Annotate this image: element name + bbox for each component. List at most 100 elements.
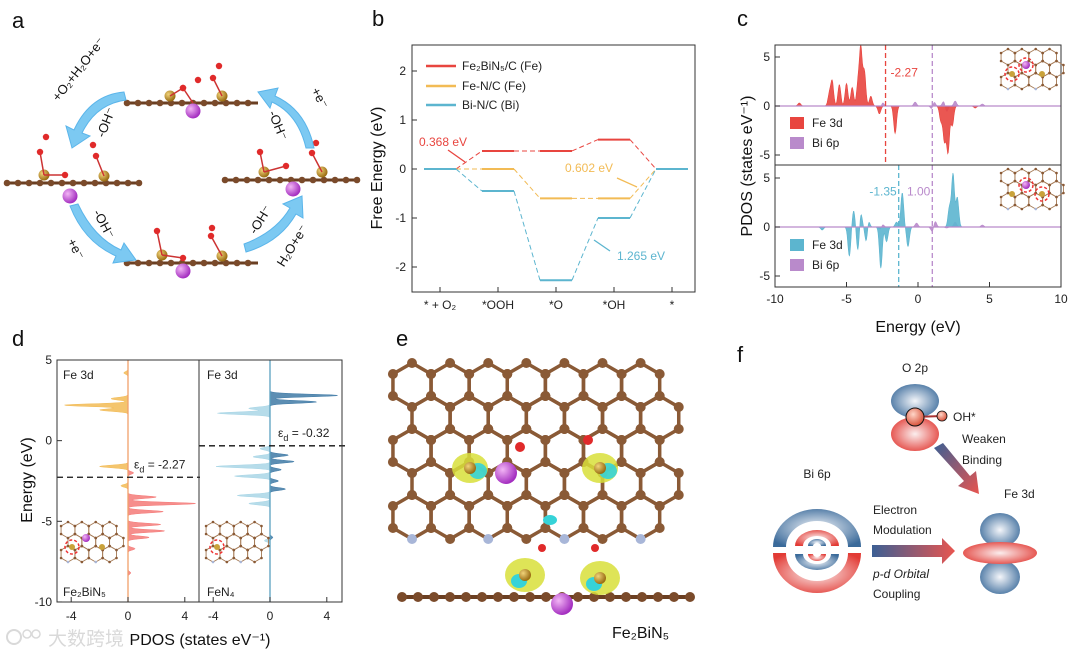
carbon-atom-icon (91, 179, 99, 187)
x-tick-label: * (670, 298, 675, 312)
atom-icon (239, 560, 243, 564)
structure-inset (59, 520, 125, 564)
legend-swatch (790, 117, 804, 129)
atom-icon (654, 369, 665, 379)
atom-icon (73, 548, 77, 552)
atom-icon (407, 490, 417, 500)
atom-icon (597, 424, 608, 434)
connector-line (571, 139, 599, 152)
oxygen-atom-icon (42, 133, 50, 141)
barrier-annotation-orange: 0.602 eV (565, 161, 613, 175)
atom-icon (521, 534, 532, 544)
atom-icon (521, 468, 532, 478)
atom-icon (87, 524, 91, 528)
atom-icon (218, 532, 222, 536)
carbon-atom-icon (211, 99, 219, 107)
carbon-atom-icon (637, 592, 647, 602)
carbon-atom-icon (156, 99, 164, 107)
carbon-atom-icon (211, 259, 219, 267)
atom-icon (673, 402, 684, 412)
atom-icon (108, 544, 111, 548)
atom-icon (616, 457, 627, 467)
coupling-arrow-icon (872, 538, 955, 564)
atom-icon (204, 524, 208, 528)
atom-icon (464, 369, 475, 379)
atom-icon (1041, 83, 1044, 87)
carbon-atom-icon (123, 99, 131, 107)
atom-icon (559, 358, 570, 368)
atom-icon (616, 369, 627, 379)
atom-icon (673, 468, 684, 478)
hexagon-ring (247, 545, 262, 563)
atom-icon (597, 358, 608, 368)
atom-icon (540, 457, 551, 467)
atom-icon (246, 524, 249, 528)
coupling-label: Coupling (873, 587, 920, 601)
atom-icon (1020, 71, 1024, 75)
y-tick-label: 2 (399, 64, 406, 78)
atom-icon (464, 501, 475, 511)
y-tick-label: -10 (35, 595, 53, 609)
atom-icon (1034, 87, 1038, 91)
x-tick-label: 5 (986, 292, 993, 306)
atom-icon (1027, 75, 1031, 79)
atom-icon (108, 520, 111, 524)
atom-icon (80, 560, 84, 564)
legend-label: Fe 3d (812, 238, 843, 252)
catalyst-slab (3, 133, 143, 204)
step-label: -OH⁻ (265, 108, 290, 142)
panel-label-a: a (12, 8, 25, 33)
carbon-atom-icon (47, 179, 55, 187)
atom-icon (218, 548, 222, 552)
cycle-arrow-icon (257, 87, 315, 149)
atom-icon (59, 532, 63, 536)
atom-icon (559, 402, 570, 412)
atom-icon (108, 536, 111, 540)
oxygen-atom-icon (179, 84, 187, 92)
structure-inset (999, 47, 1065, 91)
atom-icon (1027, 83, 1031, 87)
carbon-atom-icon (429, 592, 439, 602)
atom-icon (387, 523, 398, 533)
barrier-annotation-blue: 1.265 eV (617, 249, 665, 263)
atom-icon (559, 490, 570, 500)
iron-atom-icon (519, 569, 531, 581)
structure-name: FeN₄ (207, 585, 235, 599)
connector-line (629, 168, 657, 219)
legend-label: Fe-N/C (Fe) (462, 79, 526, 93)
atom-icon (559, 534, 570, 544)
series-Bi-N/C (Bi) (424, 168, 688, 282)
annotation-arrow (616, 177, 638, 188)
legend: Fe₂BiN₅/C (Fe) Fe-N/C (Fe) Bi-N/C (Bi) (426, 59, 542, 112)
atom-icon (1041, 59, 1044, 63)
y-tick-label: -5 (759, 269, 770, 283)
series-Fe₂BiN₅/C (Fe) (424, 138, 688, 170)
atom-icon (1020, 191, 1024, 195)
hexagon-ring (505, 492, 548, 542)
bismuth-atom-icon (1022, 61, 1030, 69)
oxygen-atom-icon (194, 76, 202, 84)
bi6p-label: Bi 6p (803, 467, 831, 481)
connector-line (629, 139, 657, 170)
carbon-atom-icon (135, 179, 143, 187)
carbon-atom-icon (265, 176, 273, 184)
atom-icon (108, 560, 111, 564)
atom-icon (1013, 51, 1017, 55)
atom-icon (578, 391, 589, 401)
bismuth-atom-icon (62, 188, 78, 204)
carbon-atom-icon (353, 176, 361, 184)
annotation-arrow (447, 149, 466, 163)
x-tick-label: *OH (603, 298, 626, 312)
atom-icon (1048, 207, 1051, 211)
atom-icon (225, 560, 229, 564)
atom-icon (122, 536, 125, 540)
atom-icon (59, 548, 63, 552)
x-tick-label: 4 (181, 609, 188, 623)
atom-icon (999, 195, 1003, 199)
atom-icon (426, 523, 437, 533)
highlight-ring (209, 539, 225, 555)
atom-icon (1013, 195, 1017, 199)
bond (263, 165, 287, 173)
atom-icon (253, 536, 256, 540)
carbon-atom-icon (605, 592, 615, 602)
